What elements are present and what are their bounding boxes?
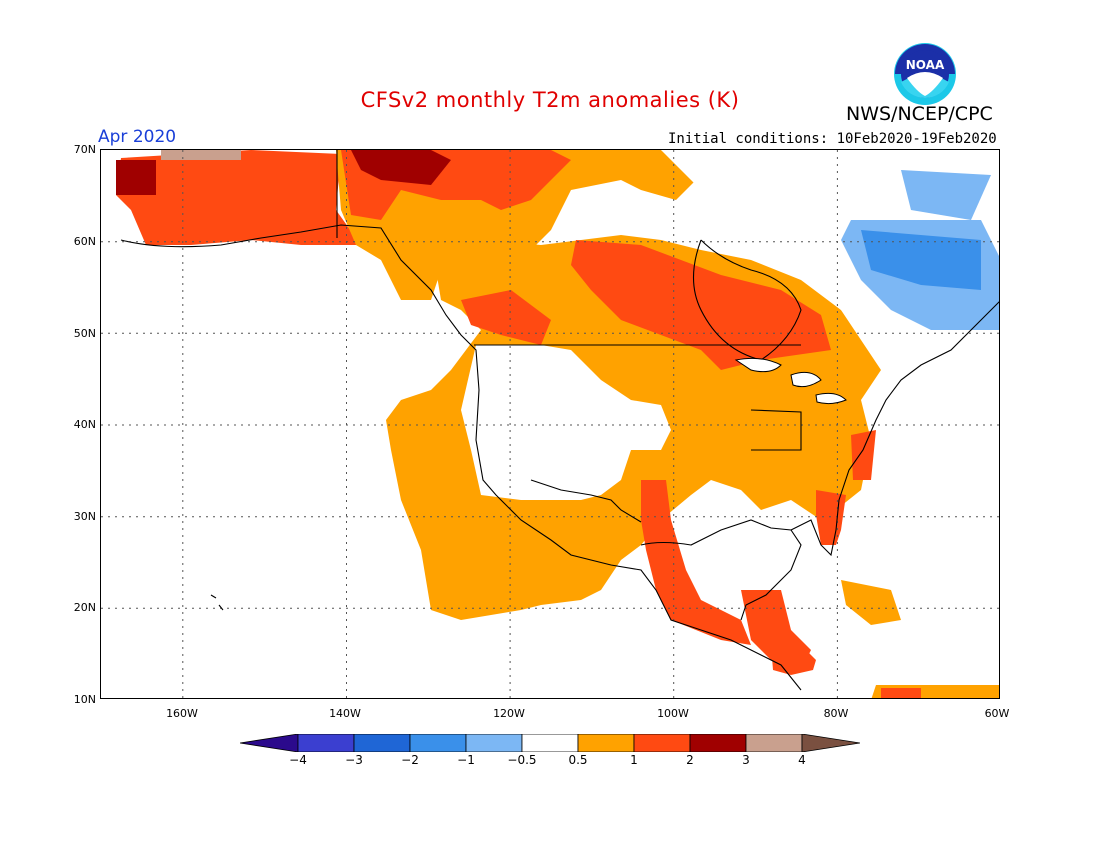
colorbar-label: −3 — [345, 753, 363, 767]
graticule — [101, 150, 999, 698]
colorbar-label: −1 — [457, 753, 475, 767]
colorbar-segment-8 — [689, 734, 747, 752]
anomaly-region-3to4-alaska-coast — [161, 150, 241, 160]
colorbar-segment-7 — [633, 734, 691, 752]
colorbar-label: −4 — [289, 753, 307, 767]
anomaly-region-1to2-florida — [816, 490, 846, 545]
lon-label-140w: 140W — [329, 707, 361, 720]
anomaly-region-1to2-carolina — [851, 430, 876, 480]
agency-label: NWS/NCEP/CPC — [846, 103, 993, 125]
colorbar-label: 3 — [742, 753, 750, 767]
lon-label-120w: 120W — [493, 707, 525, 720]
anomaly-region-1to2-alaska — [116, 150, 361, 245]
colorbar-label: 0.5 — [568, 753, 588, 767]
colorbar-segment-4 — [465, 734, 523, 752]
map-canvas — [101, 150, 999, 698]
anomaly-region-2to3-yukon — [351, 150, 451, 185]
lon-label-80w: 80W — [823, 707, 849, 720]
colorbar-label: 2 — [686, 753, 694, 767]
lon-label-100w: 100W — [657, 707, 689, 720]
anomaly-region-05to1-caribbean — [841, 580, 901, 625]
anomaly-region-1to2-southamerica — [881, 688, 921, 698]
colorbar-segment-3 — [409, 734, 467, 752]
anomaly-region-1to2-central-america — [771, 645, 816, 675]
lat-label-30n: 30N — [73, 510, 96, 523]
anomaly-region-neg1to05-baffin — [901, 170, 991, 220]
colorbar-segment-5 — [521, 734, 579, 752]
anomaly-fields — [116, 150, 999, 698]
anomaly-region-1to2-bc — [461, 290, 551, 345]
colorbar-segment-1 — [297, 734, 355, 752]
coastlines — [120, 150, 999, 691]
colorbar-label: −0.5 — [507, 753, 537, 767]
noaa-logo: NOAA — [894, 43, 956, 105]
colorbar-segment-6 — [577, 734, 635, 752]
anomaly-region-1to2-mexico — [641, 480, 751, 645]
colorbar-segment-9 — [745, 734, 803, 752]
lat-label-40n: 40N — [73, 418, 96, 431]
anomaly-map — [100, 149, 1000, 699]
lat-label-20n: 20N — [73, 601, 96, 614]
colorbar-segment-min — [240, 734, 299, 752]
lat-label-70n: 70N — [73, 143, 96, 156]
lat-label-60n: 60N — [73, 235, 96, 248]
colorbar — [240, 734, 860, 752]
anomaly-region-1to2-hudson — [571, 240, 831, 370]
colorbar-label: 4 — [798, 753, 806, 767]
forecast-period: Apr 2020 — [98, 127, 177, 147]
noaa-logo-text: NOAA — [906, 58, 945, 72]
anomaly-region-neutral-west-us — [461, 345, 671, 500]
lon-label-160w: 160W — [166, 707, 198, 720]
colorbar-segment-max — [801, 734, 860, 752]
anomaly-region-2to3-alaska-w — [116, 160, 156, 195]
colorbar-segment-2 — [353, 734, 411, 752]
lon-label-60w: 60W — [984, 707, 1010, 720]
initial-conditions-label: Initial conditions: 10Feb2020-19Feb2020 — [668, 131, 997, 147]
map-title: CFSv2 monthly T2m anomalies (K) — [360, 88, 740, 112]
lat-label-10n: 10N — [73, 693, 96, 706]
colorbar-label: 1 — [630, 753, 638, 767]
colorbar-label: −2 — [401, 753, 419, 767]
lat-label-50n: 50N — [73, 327, 96, 340]
great-lakes — [734, 357, 847, 405]
anomaly-region-neg2to1-labrador — [861, 230, 981, 290]
